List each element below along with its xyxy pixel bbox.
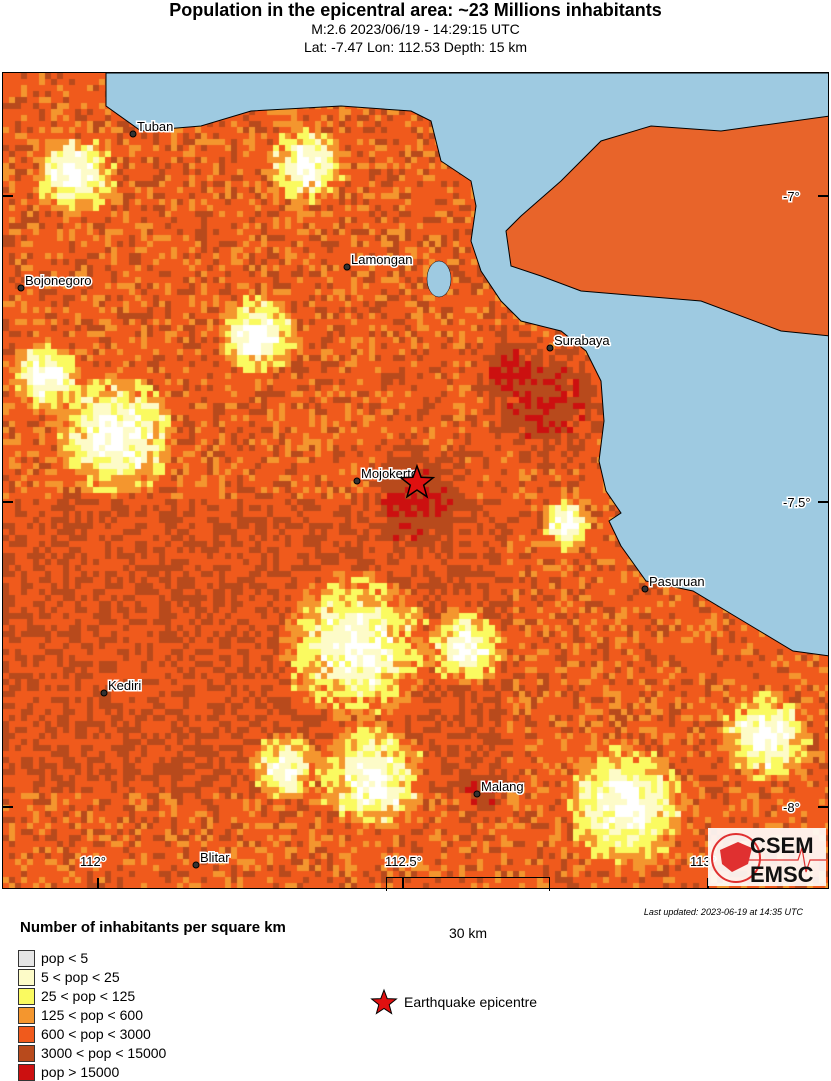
- map-overlay: 112° 112.5° 113°-7°-7.5°-8° TubanLamonganB…: [3, 73, 828, 888]
- legend-item: pop < 5: [18, 949, 88, 967]
- event-location: Lat: -7.47 Lon: 112.53 Depth: 15 km: [303, 39, 528, 55]
- legend-epicentre-label: Earthquake epicentre: [404, 994, 538, 1010]
- last-updated: Last updated: 2023-06-19 at 14:35 UTC: [643, 907, 803, 917]
- scale-bar: [386, 877, 550, 891]
- legend-item: 5 < pop < 25: [18, 968, 120, 986]
- legend-item: 600 < pop < 3000: [18, 1025, 151, 1043]
- lake: [426, 260, 452, 298]
- city-marker: Pasuruan: [641, 573, 706, 593]
- city-label: Lamongan: [351, 252, 412, 267]
- logo-text-csem: CSEM: [750, 833, 814, 858]
- epicenter-star-icon: [398, 463, 436, 499]
- legend-item: pop > 15000: [18, 1063, 119, 1081]
- lat-tick-label: -7°: [783, 189, 800, 204]
- legend-item-label: pop < 5: [41, 950, 89, 966]
- star-icon: [370, 988, 398, 1015]
- city-marker: Tuban: [129, 118, 175, 138]
- city-label: Blitar: [200, 850, 230, 865]
- lon-tick-label: 112°: [80, 854, 106, 869]
- legend-swatch: [18, 968, 35, 986]
- legend-item: 3000 < pop < 15000: [18, 1044, 166, 1062]
- population-map: 112° 112.5° 113° -7° -7.5° -8° Tuban Lamongan B…: [2, 72, 829, 889]
- city-marker: Surabaya: [546, 332, 612, 352]
- legend-item-label: 5 < pop < 25: [41, 969, 120, 985]
- legend-swatch: [18, 987, 35, 1005]
- city-label: Tuban: [137, 119, 173, 134]
- map-title: Population in the epicentral area: ~23 M…: [169, 0, 662, 20]
- legend-swatch: [18, 1063, 35, 1081]
- city-marker: Kediri: [100, 677, 143, 697]
- legend-item-label: 3000 < pop < 15000: [41, 1045, 167, 1061]
- lat-tick-label: -8°: [783, 800, 800, 815]
- legend-swatch: [18, 949, 35, 967]
- legend-item: 125 < pop < 600: [18, 1006, 143, 1024]
- legend-item-label: 600 < pop < 3000: [41, 1026, 151, 1042]
- legend-swatch: [18, 1006, 35, 1024]
- lon-tick-label: 112.5°: [385, 854, 422, 869]
- city-marker: Bojonegoro: [17, 272, 93, 292]
- legend-swatch: [18, 1025, 35, 1043]
- city-label: Malang: [481, 779, 524, 794]
- legend-item-label: 125 < pop < 600: [41, 1007, 143, 1023]
- city-label: Kediri: [108, 678, 141, 693]
- legend-item-label: 25 < pop < 125: [41, 988, 136, 1004]
- event-info: M:2.6 2023/06/19 - 14:29:15 UTC: [311, 21, 520, 37]
- city-marker: Lamongan: [343, 251, 414, 271]
- city-label: Pasuruan: [649, 574, 705, 589]
- city-label: Bojonegoro: [25, 273, 92, 288]
- madura-island: [505, 115, 828, 337]
- csem-emsc-logo: CSEM EMSC: [708, 828, 826, 887]
- legend-epicentre: Earthquake epicentre: [370, 988, 537, 1016]
- legend-swatch: [18, 1044, 35, 1062]
- legend-title: Number of inhabitants per square km: [20, 919, 286, 936]
- scale-bar-label: 30 km: [448, 925, 488, 941]
- lat-tick-label: -7.5°: [783, 495, 811, 510]
- city-marker: Malang: [473, 778, 525, 798]
- city-marker: Blitar: [192, 849, 232, 869]
- legend-item-label: pop > 15000: [41, 1064, 120, 1080]
- legend-item: 25 < pop < 125: [18, 987, 135, 1005]
- city-label: Surabaya: [554, 333, 610, 348]
- logo-text-emsc: EMSC: [750, 862, 814, 887]
